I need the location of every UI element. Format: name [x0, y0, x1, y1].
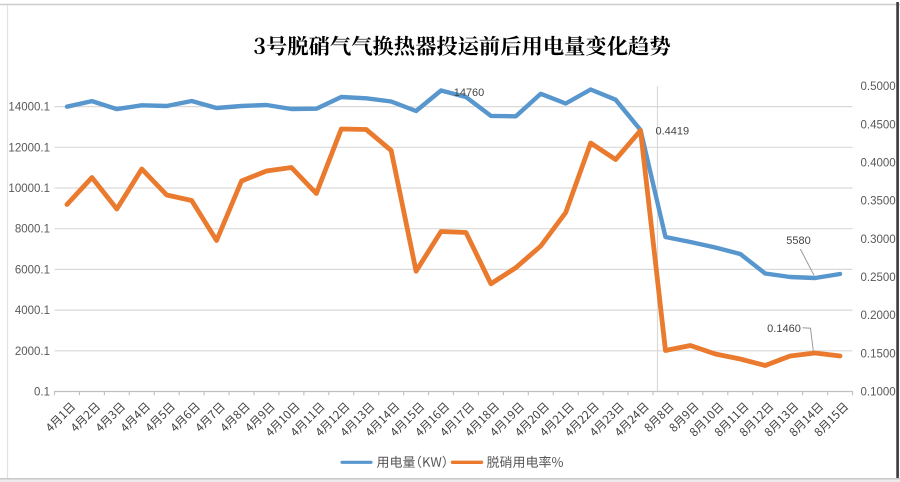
svg-text:8000.1: 8000.1 — [15, 224, 50, 236]
svg-text:5580: 5580 — [786, 235, 810, 247]
svg-text:4000.1: 4000.1 — [15, 305, 50, 317]
svg-text:0.1460: 0.1460 — [767, 323, 801, 335]
svg-text:0.1000: 0.1000 — [861, 387, 896, 399]
svg-text:14760: 14760 — [454, 87, 485, 99]
svg-text:0.2500: 0.2500 — [861, 272, 896, 284]
svg-text:6000.1: 6000.1 — [15, 264, 50, 276]
svg-text:10000.1: 10000.1 — [8, 183, 50, 195]
svg-text:0.1: 0.1 — [34, 387, 50, 399]
svg-text:0.1500: 0.1500 — [861, 348, 896, 360]
svg-text:2000.1: 2000.1 — [15, 346, 50, 358]
svg-text:0.3500: 0.3500 — [861, 196, 896, 208]
svg-text:12000.1: 12000.1 — [8, 142, 50, 154]
svg-text:0.4419: 0.4419 — [656, 126, 690, 138]
svg-text:14000.1: 14000.1 — [8, 102, 50, 114]
svg-text:0.2000: 0.2000 — [861, 310, 896, 322]
svg-text:0.3000: 0.3000 — [861, 234, 896, 246]
svg-text:0.5000: 0.5000 — [861, 81, 896, 93]
svg-text:0.4500: 0.4500 — [861, 119, 896, 131]
svg-text:0.4000: 0.4000 — [861, 158, 896, 170]
